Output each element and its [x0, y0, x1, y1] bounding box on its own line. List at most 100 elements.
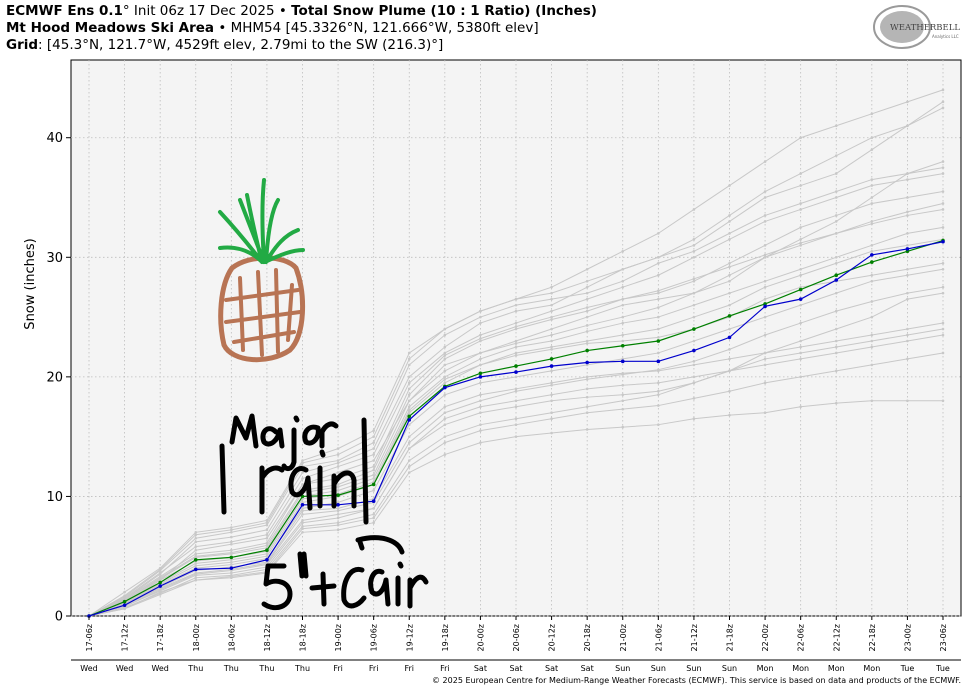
- member-point: [763, 315, 767, 319]
- member-point: [621, 393, 625, 397]
- member-point: [372, 507, 375, 510]
- member-point: [906, 357, 909, 361]
- member-point: [692, 208, 696, 211]
- member-point: [657, 368, 660, 371]
- control-point: [229, 555, 234, 560]
- member-point: [834, 401, 838, 405]
- member-point: [621, 357, 625, 361]
- x-tick-label: 21-18z: [726, 624, 735, 651]
- member-point: [906, 339, 909, 343]
- member-point: [621, 279, 625, 283]
- member-point: [230, 560, 233, 564]
- member-point: [550, 303, 553, 307]
- member-point: [158, 568, 162, 571]
- member-point: [621, 285, 625, 289]
- member-point: [941, 208, 945, 211]
- member-point: [870, 333, 874, 337]
- member-point: [407, 363, 411, 367]
- member-point: [728, 413, 731, 417]
- mean-point: [265, 558, 269, 562]
- x-tick-label: 20-12z: [548, 624, 557, 651]
- member-point: [692, 375, 696, 379]
- member-point: [194, 548, 198, 552]
- member-point: [834, 232, 838, 235]
- member-point: [906, 273, 909, 277]
- member-point: [657, 232, 660, 235]
- member-point: [336, 501, 340, 504]
- member-point: [870, 399, 874, 403]
- member-point: [728, 220, 731, 223]
- member-point: [692, 381, 696, 385]
- mean-point: [300, 503, 305, 507]
- member-point: [336, 471, 340, 474]
- member-point: [301, 471, 304, 474]
- member-point: [194, 552, 198, 556]
- mean-point: [193, 567, 198, 572]
- mean-point: [229, 566, 234, 570]
- mean-point: [549, 364, 554, 368]
- member-point: [621, 333, 625, 337]
- day-label: Wed: [116, 664, 133, 673]
- member-point: [941, 285, 945, 289]
- member-point: [763, 333, 767, 337]
- member-point: [372, 447, 375, 450]
- member-point: [372, 489, 375, 492]
- member-point: [301, 507, 304, 510]
- member-point: [158, 593, 162, 596]
- member-point: [941, 333, 945, 337]
- member-point: [941, 202, 945, 205]
- member-point: [657, 351, 660, 355]
- member-point: [514, 345, 518, 349]
- member-point: [443, 423, 447, 426]
- member-point: [941, 172, 945, 175]
- member-point: [265, 521, 269, 525]
- day-label: Wed: [151, 664, 168, 673]
- member-point: [265, 552, 269, 556]
- member-point: [657, 291, 660, 295]
- member-point: [834, 261, 838, 265]
- member-point: [443, 441, 447, 444]
- member-point: [870, 202, 874, 205]
- member-point: [336, 507, 340, 510]
- member-point: [941, 291, 945, 295]
- member-point: [585, 324, 589, 327]
- member-point: [372, 441, 375, 444]
- day-label: Wed: [80, 664, 97, 673]
- member-point: [230, 558, 233, 562]
- member-point: [799, 375, 802, 379]
- member-point: [194, 536, 198, 540]
- member-point: [407, 405, 411, 409]
- logo-subtext: Analytics LLC: [932, 34, 959, 39]
- member-point: [941, 399, 945, 403]
- member-point: [906, 327, 909, 331]
- member-point: [870, 136, 874, 140]
- member-point: [728, 184, 731, 187]
- member-point: [834, 172, 838, 175]
- five-inch-plus-rain-annotation: [261, 535, 429, 611]
- member-point: [550, 309, 553, 313]
- member-point: [941, 351, 945, 355]
- member-point: [479, 405, 482, 409]
- member-point: [158, 575, 162, 578]
- member-point: [657, 297, 660, 301]
- control-point: [870, 260, 874, 264]
- day-label: Sun: [686, 664, 701, 673]
- member-point: [514, 354, 518, 357]
- member-point: [621, 383, 625, 387]
- mean-point: [122, 603, 127, 608]
- member-point: [265, 528, 269, 532]
- member-point: [763, 285, 767, 289]
- member-point: [372, 465, 375, 468]
- member-point: [941, 88, 945, 92]
- member-point: [407, 447, 411, 450]
- x-tick-label: 18-18z: [299, 624, 308, 651]
- member-point: [230, 531, 233, 534]
- member-point: [834, 369, 838, 373]
- member-point: [621, 425, 625, 429]
- member-point: [728, 327, 731, 331]
- member-point: [372, 513, 375, 516]
- member-point: [372, 473, 375, 477]
- member-point: [158, 587, 162, 590]
- x-tick-label: 22-18z: [868, 624, 877, 651]
- y-tick-label: 40: [46, 131, 63, 146]
